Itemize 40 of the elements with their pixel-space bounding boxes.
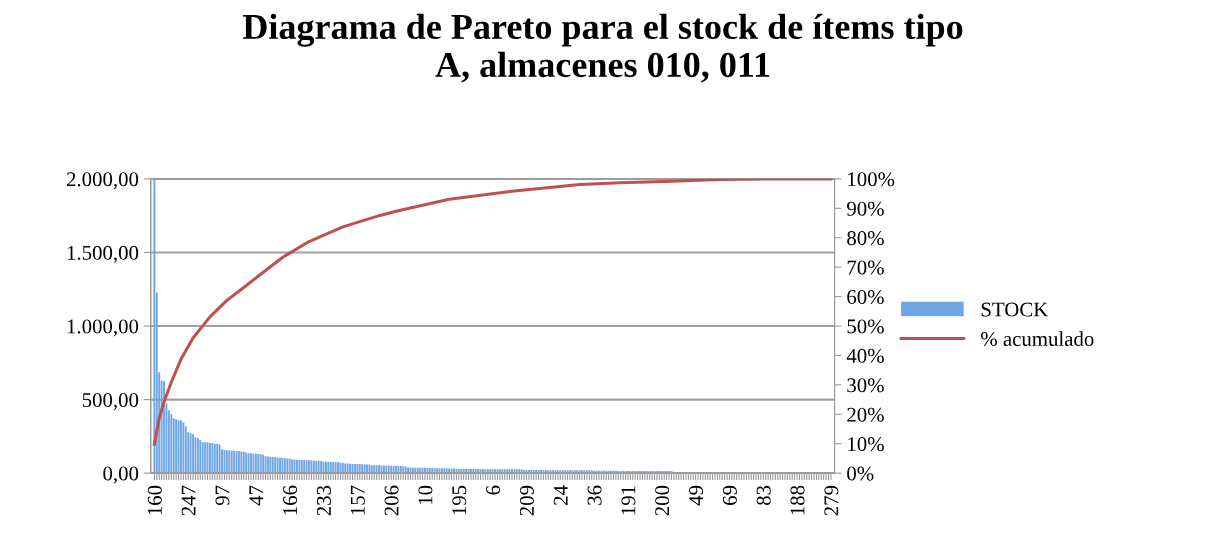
x-tick-label: 47 <box>249 485 264 506</box>
y2-tick-label: 20% <box>847 407 884 422</box>
x-tick-label: 97 <box>215 485 230 506</box>
y-tick-label: 500,00 <box>82 392 139 411</box>
legend-label: % acumulado <box>981 331 1094 347</box>
x-tick-label: 157 <box>350 485 365 515</box>
x-tick-label: 10 <box>418 485 433 504</box>
y2-tick-label: 40% <box>846 348 884 363</box>
chart-title: Diagrama de Pareto para el stock de ítems tipo A, almacenes 010, 011 <box>242 13 963 83</box>
x-tick-label: 195 <box>452 485 467 515</box>
x-tick-label: 209 <box>519 485 534 516</box>
x-tick-label: 160 <box>147 485 162 515</box>
y2-tick-label: 0% <box>847 466 874 481</box>
legend-label: STOCK <box>981 302 1049 317</box>
x-tick-label: 24 <box>553 485 568 505</box>
y-tick-label: 2.000,00 <box>66 172 139 190</box>
x-tick-label: 83 <box>756 485 771 505</box>
y2-tick-label: 10% <box>848 437 884 452</box>
x-tick-label: 49 <box>689 485 704 506</box>
y2-tick-label: 30% <box>847 378 884 393</box>
x-tick-label: 69 <box>722 485 737 505</box>
y2-tick-label: 50% <box>847 319 884 334</box>
y-tick-label: 1.000,00 <box>67 319 139 337</box>
y2-tick-label: 90% <box>847 201 884 216</box>
x-tick-label: 166 <box>283 485 298 515</box>
x-tick-label: 247 <box>181 485 196 516</box>
y-tick-label: 0,00 <box>103 466 139 484</box>
y2-tick-label: 80% <box>847 231 884 246</box>
x-tick-label: 36 <box>587 485 602 505</box>
x-tick-label: 200 <box>655 485 670 516</box>
x-tick-label: 233 <box>316 485 331 516</box>
y2-tick-label: 100% <box>848 172 895 187</box>
y2-tick-label: 60% <box>847 289 884 305</box>
x-tick-label: 191 <box>621 486 636 515</box>
y2-tick-label: 70% <box>847 260 884 275</box>
x-tick-label: 279 <box>824 485 839 516</box>
x-tick-label: 188 <box>790 485 805 515</box>
x-tick-label: 206 <box>384 485 399 516</box>
y-tick-label: 1.500,00 <box>67 245 139 263</box>
x-tick-label: 6 <box>486 485 501 495</box>
